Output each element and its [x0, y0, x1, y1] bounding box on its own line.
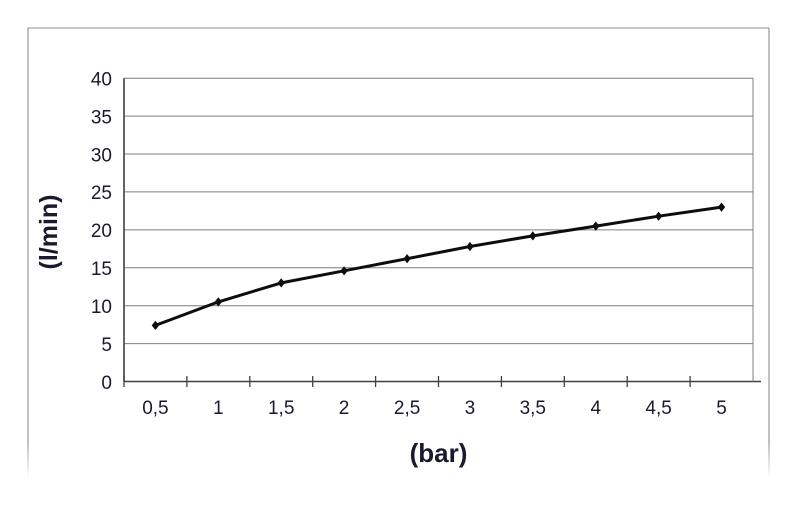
- svg-text:25: 25: [91, 183, 112, 204]
- svg-text:5: 5: [101, 335, 112, 356]
- svg-text:2,5: 2,5: [394, 398, 420, 419]
- svg-text:20: 20: [91, 221, 112, 242]
- svg-text:40: 40: [91, 70, 112, 91]
- svg-text:3,5: 3,5: [520, 398, 546, 419]
- svg-text:0: 0: [101, 373, 112, 394]
- svg-text:(bar): (bar): [410, 438, 468, 468]
- svg-text:3: 3: [465, 398, 476, 419]
- svg-text:5: 5: [716, 398, 727, 419]
- svg-text:35: 35: [91, 107, 112, 128]
- svg-text:2: 2: [339, 398, 350, 419]
- svg-text:1,5: 1,5: [268, 398, 294, 419]
- svg-text:4: 4: [591, 398, 602, 419]
- svg-text:10: 10: [91, 297, 112, 318]
- svg-text:30: 30: [91, 145, 112, 166]
- svg-text:4,5: 4,5: [645, 398, 671, 419]
- svg-text:0,5: 0,5: [142, 398, 168, 419]
- svg-text:(l/min): (l/min): [35, 195, 63, 270]
- svg-text:1: 1: [213, 398, 224, 419]
- svg-text:15: 15: [91, 259, 112, 280]
